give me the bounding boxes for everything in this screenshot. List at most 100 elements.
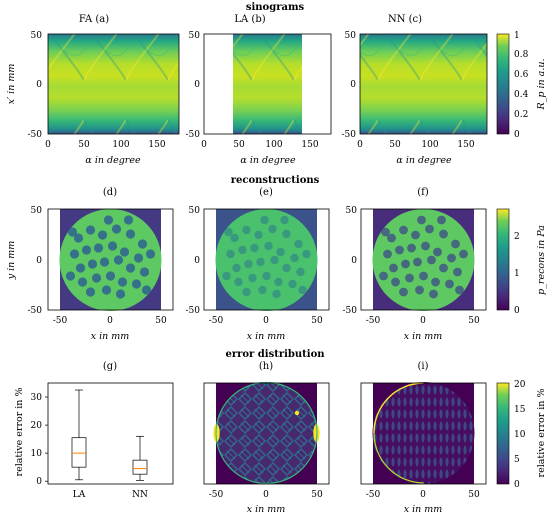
xticks-b: 0 50 100 150: [201, 140, 319, 150]
ytick-g-2: 20: [31, 421, 43, 431]
inclusion-6: [226, 249, 235, 259]
error-rim-lower-i: [373, 432, 424, 484]
xlabel-e: x in mm: [247, 331, 286, 342]
xtick-b-0: 0: [201, 140, 207, 150]
xtick-c-3: 150: [457, 140, 474, 150]
error-rim-upper-i: [373, 382, 424, 434]
ytick-f-mid: 0: [351, 256, 357, 266]
ytick-d-mid: 0: [36, 256, 42, 266]
inclusion-31: [455, 285, 464, 295]
ytick-e-mid: 0: [194, 256, 200, 266]
recon-inclusions-f: [379, 215, 468, 299]
ytick-a-top: 50: [31, 31, 43, 41]
inclusion-1: [399, 225, 408, 235]
xlabel-a: α in degree: [85, 155, 141, 166]
inclusion-2: [411, 230, 420, 240]
colorbar-3-tick-3: 15: [514, 405, 526, 415]
inclusion-8: [250, 243, 259, 253]
inclusion-17: [296, 267, 305, 277]
sinogram-texture-b: [233, 34, 302, 134]
inclusion-0: [387, 233, 396, 243]
sinogram-texture-a: [48, 34, 179, 134]
xticks-e: -50 0 50: [209, 316, 323, 326]
inclusion-14: [256, 257, 265, 267]
colorbar-3-gradient: [496, 382, 510, 485]
inclusion-9: [421, 241, 430, 251]
inclusion-31: [141, 285, 152, 295]
inclusion-3: [111, 224, 122, 234]
inclusion-13: [244, 259, 253, 269]
colorbar-2-tick-1: 1: [514, 269, 520, 279]
inclusion-11: [447, 253, 456, 263]
xtick-h-2: 50: [311, 490, 323, 500]
inclusion-21: [274, 277, 283, 287]
xtick-f-0: -50: [366, 316, 381, 326]
box-nn: [132, 459, 148, 475]
inclusion-2: [97, 230, 108, 240]
inclusion-27: [145, 249, 156, 259]
inclusion-25: [429, 289, 438, 299]
panel-title-i: (i): [417, 361, 428, 372]
xtick-f-1: 0: [420, 316, 426, 326]
inclusion-11: [133, 253, 144, 263]
inclusion-5: [294, 239, 303, 249]
inclusion-24: [415, 285, 424, 295]
ytick-e-top: 50: [189, 206, 201, 216]
panel-title-a: FA (a): [79, 14, 109, 25]
xtick-b-2: 100: [265, 140, 282, 150]
panel-e: [203, 208, 330, 311]
recon-inclusions-e: [222, 215, 311, 299]
inclusion-13: [401, 259, 410, 269]
colorbar-1-label: R_p in a.u.: [536, 58, 547, 110]
inclusion-29: [280, 215, 289, 225]
recon-disk-d: [59, 209, 162, 311]
inclusion-22: [131, 279, 142, 289]
colorbar-3-label: relative error in %: [536, 389, 547, 478]
inclusion-22: [288, 279, 297, 289]
xlabel-h: x in mm: [247, 504, 286, 515]
ytick-f-bottom: -50: [343, 306, 358, 316]
yticks-d: 50 0 -50: [28, 206, 43, 316]
colorbar-1: 0 0.2 0.4 0.6 0.8 1 R_p in a.u.: [496, 31, 547, 140]
xtick-e-1: 0: [263, 316, 269, 326]
boxplot-marks: [71, 389, 148, 481]
inclusion-20: [105, 271, 116, 281]
section-title-error-distribution: error distribution: [225, 349, 325, 360]
inclusion-17: [139, 267, 150, 277]
box-la: [71, 437, 87, 468]
inclusion-16: [439, 263, 448, 273]
inclusion-7: [81, 245, 92, 255]
inclusion-10: [119, 247, 130, 257]
colorbar-1-tick-4: 0.8: [514, 50, 529, 60]
xtick-c-0: 0: [357, 140, 363, 150]
recon-disk-f: [372, 209, 475, 311]
inclusion-22: [445, 279, 454, 289]
inclusion-27: [302, 249, 311, 259]
inclusion-26: [222, 271, 231, 281]
inclusion-16: [282, 263, 291, 273]
inclusion-30: [67, 227, 78, 237]
inclusion-3: [425, 224, 434, 234]
inclusion-18: [234, 277, 243, 287]
ytick-c-bottom: -50: [342, 130, 357, 140]
inclusion-15: [270, 255, 279, 265]
xtick-i-0: -50: [366, 490, 381, 500]
inclusion-12: [75, 263, 86, 273]
inclusion-0: [230, 233, 239, 243]
category-label-nn: NN: [132, 490, 148, 500]
axes-frame-g: [47, 382, 174, 485]
colorbar-3-tick-0: 0: [514, 480, 520, 490]
inclusion-15: [113, 255, 124, 265]
panel-title-c: NN (c): [388, 14, 422, 25]
colorbar-3-tick-2: 10: [514, 430, 526, 440]
yticks-f: 50 0 -50: [343, 206, 358, 316]
ytick-a-mid: 0: [36, 80, 42, 90]
inclusion-11: [290, 253, 299, 263]
axes-frame-c: [359, 33, 488, 135]
inclusion-10: [433, 247, 442, 257]
panel-title-g: (g): [103, 361, 117, 372]
inclusion-15: [427, 255, 436, 265]
colorbar-1-gradient: [496, 33, 510, 135]
inclusion-20: [262, 271, 271, 281]
inclusion-23: [399, 287, 408, 297]
